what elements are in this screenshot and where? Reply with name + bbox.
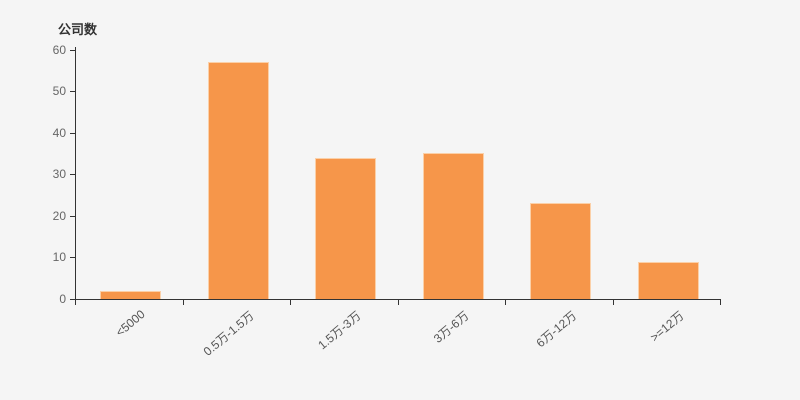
x-tick-mark <box>183 300 184 305</box>
y-tick-mark <box>70 257 75 259</box>
x-tick-label: 0.5万-1.5万 <box>200 308 257 359</box>
bar[interactable] <box>530 203 591 299</box>
bar[interactable] <box>423 153 484 299</box>
x-tick-mark <box>720 300 721 305</box>
y-tick-label: 20 <box>52 208 66 223</box>
y-tick-label: 50 <box>52 84 66 99</box>
bar[interactable] <box>208 61 269 299</box>
y-tick-mark <box>70 49 75 51</box>
y-tick-mark <box>70 174 75 176</box>
x-axis-line <box>75 299 721 300</box>
x-tick-label: 1.5万-3万 <box>315 308 365 353</box>
bar[interactable] <box>100 290 161 299</box>
bar[interactable] <box>638 261 699 299</box>
y-tick-label: 60 <box>52 42 66 57</box>
bar[interactable] <box>315 157 376 299</box>
x-tick-mark <box>613 300 614 305</box>
y-tick-label: 30 <box>52 167 66 182</box>
x-tick-label: 3万-6万 <box>430 308 472 346</box>
x-tick-label: <5000 <box>112 307 148 340</box>
y-axis-line <box>75 47 76 300</box>
y-tick-mark <box>70 132 75 134</box>
x-tick-mark <box>505 300 506 305</box>
y-tick-mark <box>70 299 75 300</box>
x-tick-mark <box>290 300 291 305</box>
y-tick-label: 10 <box>52 250 66 265</box>
x-tick-label: 6万-12万 <box>533 308 580 351</box>
y-tick-label: 40 <box>52 125 66 140</box>
y-tick-label: 0 <box>59 292 66 306</box>
y-tick-mark <box>70 215 75 217</box>
y-tick-mark <box>70 91 75 93</box>
x-tick-mark <box>398 300 399 305</box>
y-axis-title: 公司数 <box>58 22 98 37</box>
x-tick-mark <box>75 300 76 305</box>
x-tick-label: >=12万 <box>647 308 687 345</box>
